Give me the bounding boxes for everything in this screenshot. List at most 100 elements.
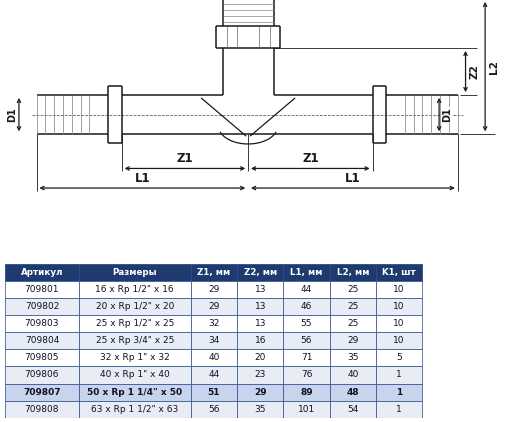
Bar [283,400,330,418]
Bar [283,264,330,281]
Text: 23: 23 [255,371,266,379]
Bar [376,400,422,418]
Text: 10: 10 [393,285,405,294]
Text: 709806: 709806 [25,371,59,379]
Text: 35: 35 [255,405,266,414]
Bar [5,384,79,400]
Bar [330,315,376,332]
Bar [330,332,376,349]
Text: 13: 13 [255,285,266,294]
Text: 32 x Rp 1" x 32: 32 x Rp 1" x 32 [100,353,170,362]
Bar [79,315,191,332]
Bar [376,384,422,400]
Bar [79,384,191,400]
Text: 25: 25 [347,319,359,328]
Bar [79,281,191,298]
Text: 54: 54 [347,405,359,414]
Text: 32: 32 [208,319,219,328]
Bar [79,332,191,349]
Bar [79,400,191,418]
Text: 40 x Rp 1" x 40: 40 x Rp 1" x 40 [100,371,170,379]
Bar [5,349,79,366]
Text: 20: 20 [255,353,266,362]
Bar [330,264,376,281]
Bar [376,349,422,366]
Text: 1: 1 [396,371,402,379]
Text: L2, мм: L2, мм [337,268,369,277]
Bar [237,400,283,418]
Bar [5,400,79,418]
Text: Z1, мм: Z1, мм [197,268,231,277]
Text: Z2: Z2 [469,64,480,79]
Bar [5,298,79,315]
Text: 44: 44 [208,371,219,379]
Bar [191,281,237,298]
Bar [330,366,376,384]
Bar [191,400,237,418]
Text: 40: 40 [347,371,359,379]
Bar [330,281,376,298]
Text: K1, шт: K1, шт [383,268,416,277]
Text: 16 x Rp 1/2" x 16: 16 x Rp 1/2" x 16 [96,285,174,294]
Text: 25: 25 [347,285,359,294]
Text: 709803: 709803 [25,319,59,328]
Text: 55: 55 [301,319,312,328]
Bar [283,384,330,400]
Bar [237,366,283,384]
Bar [79,264,191,281]
Text: 1: 1 [396,388,402,397]
Text: 25 x Rp 3/4" x 25: 25 x Rp 3/4" x 25 [96,336,174,345]
Text: 40: 40 [208,353,219,362]
Bar [191,298,237,315]
Text: 25 x Rp 1/2" x 25: 25 x Rp 1/2" x 25 [96,319,174,328]
Bar [5,264,79,281]
Bar [79,298,191,315]
Text: Размеры: Размеры [112,268,157,277]
Text: Артикул: Артикул [21,268,63,277]
Text: 34: 34 [208,336,219,345]
Text: L1: L1 [345,172,361,185]
Text: 50 x Rp 1 1/4" x 50: 50 x Rp 1 1/4" x 50 [87,388,182,397]
Text: 709802: 709802 [25,302,59,311]
Text: 13: 13 [255,302,266,311]
Bar [376,332,422,349]
Bar [376,315,422,332]
Text: 5: 5 [396,353,402,362]
Text: 56: 56 [208,405,219,414]
Bar [237,281,283,298]
Bar [283,332,330,349]
Text: 76: 76 [301,371,312,379]
Text: 709805: 709805 [25,353,59,362]
Bar [376,366,422,384]
Text: 46: 46 [301,302,312,311]
Text: D1: D1 [7,107,17,122]
Bar [376,264,422,281]
Text: 709807: 709807 [23,388,61,397]
Bar [283,281,330,298]
Text: 35: 35 [347,353,359,362]
Text: 29: 29 [208,285,219,294]
Bar [5,332,79,349]
Text: 29: 29 [254,388,267,397]
Text: 709804: 709804 [25,336,59,345]
Bar [283,366,330,384]
Bar [191,349,237,366]
Text: 48: 48 [346,388,359,397]
Text: 709801: 709801 [25,285,59,294]
Text: 29: 29 [208,302,219,311]
Text: 44: 44 [301,285,312,294]
Text: Z1: Z1 [177,152,193,165]
Text: 10: 10 [393,336,405,345]
Text: 10: 10 [393,319,405,328]
Bar [237,332,283,349]
Text: 89: 89 [300,388,313,397]
Bar [330,384,376,400]
Bar [5,315,79,332]
Bar [237,264,283,281]
Bar [191,315,237,332]
Text: D1: D1 [442,107,452,122]
Text: Z2, мм: Z2, мм [244,268,277,277]
Text: L1: L1 [135,172,150,185]
Text: 16: 16 [255,336,266,345]
Text: 709808: 709808 [25,405,59,414]
